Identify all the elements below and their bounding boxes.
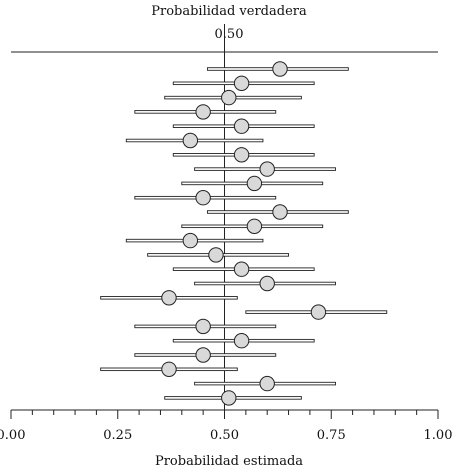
interval-row (245, 304, 388, 320)
estimate-point (233, 261, 250, 277)
interval-row (125, 232, 264, 249)
interval-row (164, 390, 302, 406)
interval-row (125, 132, 264, 149)
interval-row (206, 204, 349, 220)
estimate-point (161, 361, 177, 377)
interval-row (134, 190, 277, 206)
estimate-point (233, 75, 250, 92)
estimate-point (259, 161, 275, 177)
interval-row (172, 75, 315, 92)
estimate-point (195, 347, 211, 363)
x-axis-label: Probabilidad estimada (155, 454, 303, 469)
estimate-point (221, 390, 237, 406)
estimate-point (195, 104, 211, 120)
estimate-point (208, 247, 224, 263)
interval-row (164, 89, 302, 106)
estimate-point (310, 304, 327, 320)
interval-row (100, 290, 238, 306)
interval-row (147, 247, 290, 263)
estimate-point (182, 232, 199, 249)
interval-row (194, 375, 336, 392)
estimate-point (246, 218, 263, 235)
estimate-point (233, 118, 250, 134)
x-axis-ticks: 0.00 0.25 0.50 0.75 1.00 (0, 410, 452, 443)
estimate-point (195, 318, 211, 335)
interval-row (172, 147, 315, 163)
x-tick-label: 0.75 (317, 428, 346, 443)
interval-row (194, 275, 336, 292)
estimate-point (233, 147, 250, 163)
interval-row (194, 161, 336, 177)
estimate-point (182, 132, 199, 149)
estimate-point (272, 204, 288, 220)
interval-row (134, 104, 277, 120)
estimate-point (259, 375, 275, 392)
interval-row (172, 118, 315, 134)
interval-row (172, 261, 315, 277)
reference-label: 0.50 (215, 27, 244, 42)
estimate-point (246, 175, 263, 192)
x-tick-label: 0.00 (0, 428, 25, 443)
estimate-point (161, 290, 177, 306)
estimate-point (272, 61, 288, 77)
interval-row (181, 218, 324, 235)
estimate-point (221, 89, 237, 106)
interval-row (206, 61, 349, 77)
top-label: Probabilidad verdadera (151, 4, 307, 19)
interval-marks (100, 61, 388, 406)
interval-row (181, 175, 324, 192)
interval-row (100, 361, 238, 377)
estimate-point (195, 190, 211, 206)
x-tick-label: 1.00 (424, 428, 453, 443)
interval-row (134, 347, 277, 363)
estimate-point (233, 333, 250, 349)
x-tick-label: 0.25 (103, 428, 132, 443)
estimate-point (259, 275, 275, 292)
interval-row (134, 318, 277, 335)
x-tick-label: 0.50 (210, 428, 239, 443)
interval-row (172, 333, 315, 349)
